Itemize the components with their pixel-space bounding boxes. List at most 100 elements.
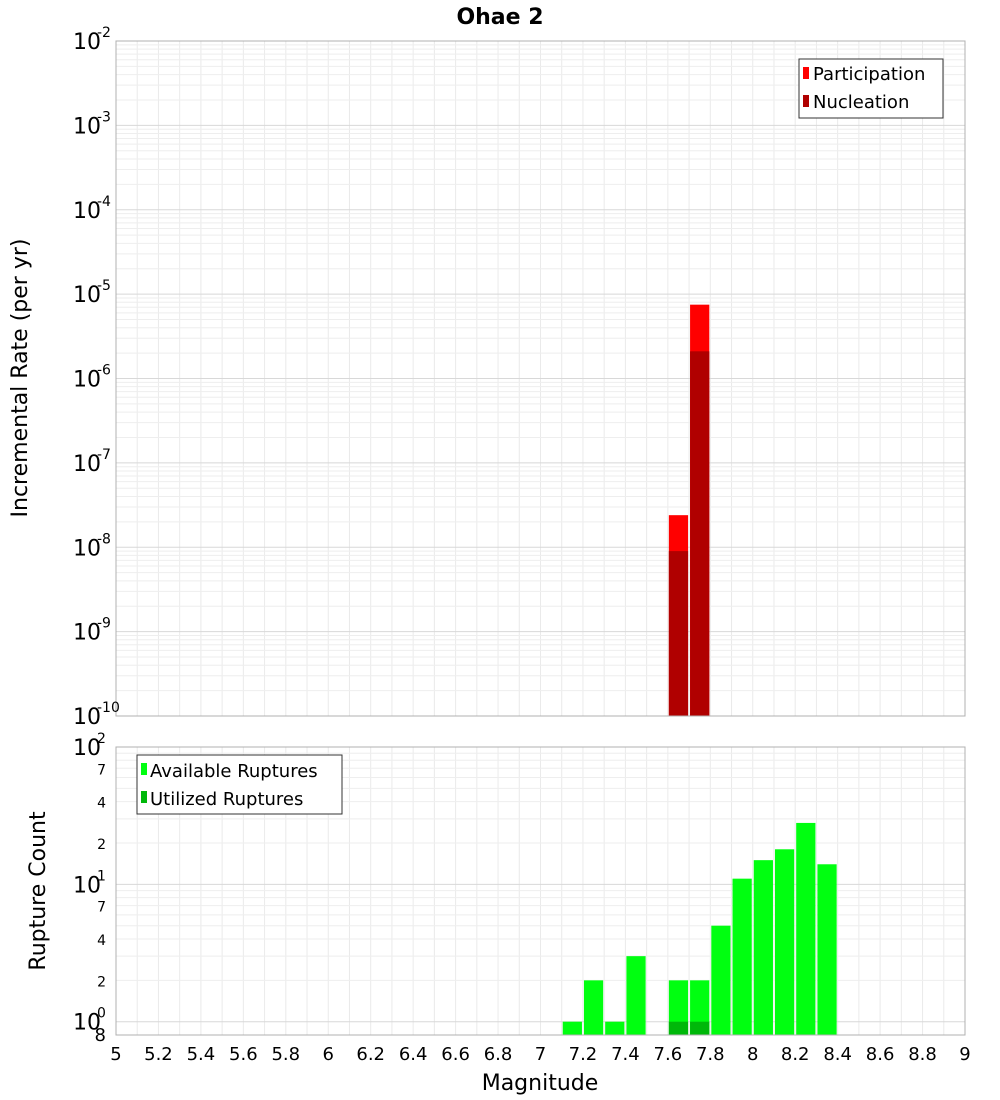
x-tick-label: 5.4 [187, 1044, 216, 1065]
rate-y-tick-base: 10 [73, 705, 101, 730]
count-y-tick-exponent: 0 [97, 1006, 106, 1022]
x-tick-label: 8.8 [908, 1044, 937, 1065]
rate-y-tick-base: 10 [73, 536, 101, 561]
count-y-tick-minor: 2 [97, 837, 106, 853]
rate-legend: Participation Nucleation [798, 58, 944, 119]
rate-y-tick-exponent: -6 [97, 363, 111, 379]
count-y-tick-base: 10 [73, 736, 101, 761]
x-tick-label: 6.8 [484, 1044, 513, 1065]
x-ticks: 5 5.2 5.4 5.6 5.8 6 6.2 6.4 6.6 6.8 7 7.2 7.4 7.6 7.8 8… [110, 1044, 970, 1065]
x-tick-label: 5.8 [271, 1044, 300, 1065]
rate-legend-box [798, 58, 944, 119]
rate-y-tick-base: 10 [73, 452, 101, 477]
nucleation-legend-swatch [803, 95, 809, 107]
available-bar [605, 1021, 625, 1035]
count-y-tick-exponent: 2 [97, 731, 106, 747]
x-tick-label: 7.2 [569, 1044, 598, 1065]
utilized-legend-swatch [141, 791, 147, 803]
nucleation-legend-label: Nucleation [813, 92, 909, 113]
x-tick-label: 6.2 [356, 1044, 385, 1065]
rate-y-tick-base: 10 [73, 30, 101, 55]
x-tick-label: 6 [323, 1044, 334, 1065]
rate-y-tick: 10-2 [73, 25, 111, 55]
available-bar [796, 822, 816, 1035]
participation-legend-swatch [803, 67, 809, 79]
rate-y-tick: 10-10 [73, 700, 120, 730]
available-bar [562, 1021, 582, 1035]
rate-y-tick: 10-4 [73, 194, 111, 224]
x-tick-label: 8 [747, 1044, 758, 1065]
available-bar [583, 980, 604, 1035]
rate-y-tick-exponent: -4 [97, 194, 111, 210]
count-y-tick-major: 102 [73, 731, 106, 761]
participation-legend-label: Participation [813, 64, 925, 85]
available-legend-label: Available Ruptures [150, 761, 318, 782]
count-y-tick-base: 10 [73, 873, 101, 898]
x-tick-label: 6.4 [399, 1044, 428, 1065]
available-legend-swatch [141, 763, 147, 775]
available-bar [626, 956, 646, 1035]
available-bar [690, 980, 710, 1035]
x-tick-label: 7 [535, 1044, 546, 1065]
rate-y-tick-exponent: -2 [97, 25, 111, 41]
rate-y-tick: 10-9 [73, 616, 111, 646]
rate-y-axis-label: Incremental Rate (per yr) [8, 239, 33, 518]
x-tick-label: 7.4 [611, 1044, 640, 1065]
x-tick-label: 5.6 [229, 1044, 258, 1065]
x-tick-label: 7.8 [696, 1044, 725, 1065]
count-y-tick-major: 101 [73, 868, 106, 898]
rate-y-tick-exponent: -5 [97, 278, 111, 294]
rate-y-tick-exponent: -9 [97, 616, 111, 632]
rate-y-tick-exponent: -3 [97, 109, 111, 125]
count-y-tick-base: 10 [73, 1011, 101, 1036]
x-tick-label: 8.4 [823, 1044, 852, 1065]
available-bar [711, 925, 731, 1035]
available-bar [732, 878, 752, 1035]
available-bar [817, 864, 837, 1035]
utilized-bar [668, 1021, 689, 1035]
x-tick-label: 9 [959, 1044, 970, 1065]
count-y-tick-exponent: 1 [97, 868, 106, 884]
x-axis-label: Magnitude [482, 1071, 599, 1096]
nucleation-bar [668, 551, 689, 716]
rate-grid [115, 41, 966, 717]
rate-plot-border [115, 40, 966, 717]
count-y-tick-minor: 4 [97, 796, 106, 812]
count-bars [562, 822, 837, 1035]
x-tick-label: 6.6 [441, 1044, 470, 1065]
count-plot-border [115, 746, 966, 1036]
count-y-tick-minor: 7 [97, 900, 106, 916]
rate-y-tick: 10-3 [73, 109, 111, 139]
rate-y-tick-exponent: -10 [97, 700, 120, 716]
count-y-axis-label: Rupture Count [26, 811, 51, 971]
rate-y-tick-base: 10 [73, 199, 101, 224]
count-y-tick-minor: 4 [97, 933, 106, 949]
rate-bars [668, 304, 710, 716]
count-y-tick-minor: 7 [97, 762, 106, 778]
rate-y-tick: 10-5 [73, 278, 111, 308]
utilized-legend-label: Utilized Ruptures [150, 789, 303, 810]
rate-y-tick-base: 10 [73, 114, 101, 139]
count-y-tick-minor: 8 [95, 1025, 106, 1046]
rate-y-tick: 10-6 [73, 363, 111, 393]
rate-y-tick-base: 10 [73, 283, 101, 308]
available-bar [753, 860, 773, 1035]
available-bar [774, 849, 795, 1035]
nucleation-bar [690, 351, 710, 716]
count-legend-box [136, 754, 343, 815]
x-tick-label: 5 [110, 1044, 121, 1065]
x-tick-label: 8.6 [866, 1044, 895, 1065]
rate-y-tick-exponent: -8 [97, 531, 111, 547]
rate-y-tick: 10-7 [73, 447, 111, 477]
available-bar [668, 980, 689, 1035]
count-y-tick-minor: 2 [97, 974, 106, 990]
rate-y-tick: 10-8 [73, 531, 111, 561]
utilized-bar [690, 1021, 710, 1035]
x-tick-label: 7.6 [654, 1044, 683, 1065]
chart-title: Ohae 2 [456, 5, 543, 30]
